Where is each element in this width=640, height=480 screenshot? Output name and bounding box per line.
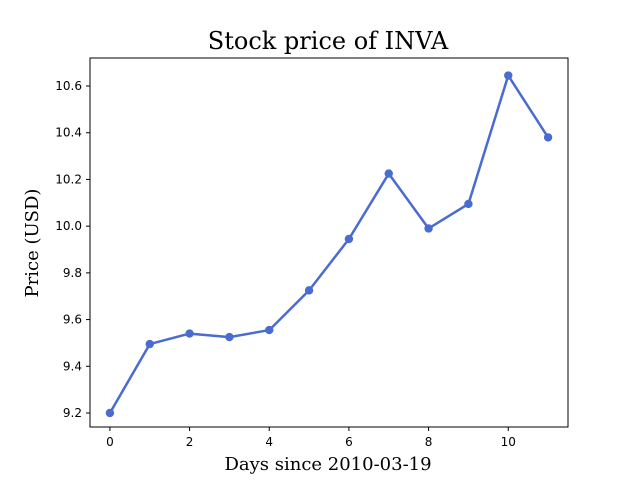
price-point <box>344 234 354 244</box>
price-point <box>384 169 393 178</box>
price-point <box>145 339 154 349</box>
price-point <box>225 332 234 342</box>
y-tick-label: 10.2 <box>55 172 82 186</box>
x-tick-label: 0 <box>106 435 114 449</box>
y-axis-label: Price (USD) <box>22 189 43 298</box>
y-tick-label: 10.6 <box>55 79 82 93</box>
y-axis-ticks: 9.2 9.4 9.6 9.8 10.0 10.2 10.4 10.6 <box>55 79 90 420</box>
price-point <box>304 286 314 295</box>
x-tick-label: 6 <box>345 435 353 449</box>
chart-title: Stock price of INVA <box>208 27 449 55</box>
price-point <box>464 199 473 209</box>
y-tick-label: 9.6 <box>63 313 82 327</box>
x-tick-label: 2 <box>186 435 194 449</box>
y-tick-label: 9.2 <box>63 406 82 420</box>
price-point <box>504 71 513 80</box>
y-tick-label: 9.8 <box>63 266 82 280</box>
y-tick-label: 9.4 <box>63 359 82 373</box>
series-layer <box>105 71 553 418</box>
price-point <box>424 224 433 233</box>
price-series-line <box>108 74 550 415</box>
price-point <box>105 408 115 418</box>
x-tick-label: 4 <box>265 435 273 449</box>
x-tick-label: 10 <box>501 435 516 449</box>
y-tick-label: 10.4 <box>55 126 82 140</box>
price-point <box>265 325 274 335</box>
x-axis-label: Days since 2010-03-19 <box>224 454 431 475</box>
x-tick-label: 8 <box>425 435 433 449</box>
x-axis-ticks: 0 2 4 6 8 10 <box>106 427 516 449</box>
y-tick-label: 10.0 <box>55 219 82 233</box>
plot-frame <box>89 57 569 428</box>
price-point <box>543 133 553 142</box>
price-point <box>185 329 194 338</box>
